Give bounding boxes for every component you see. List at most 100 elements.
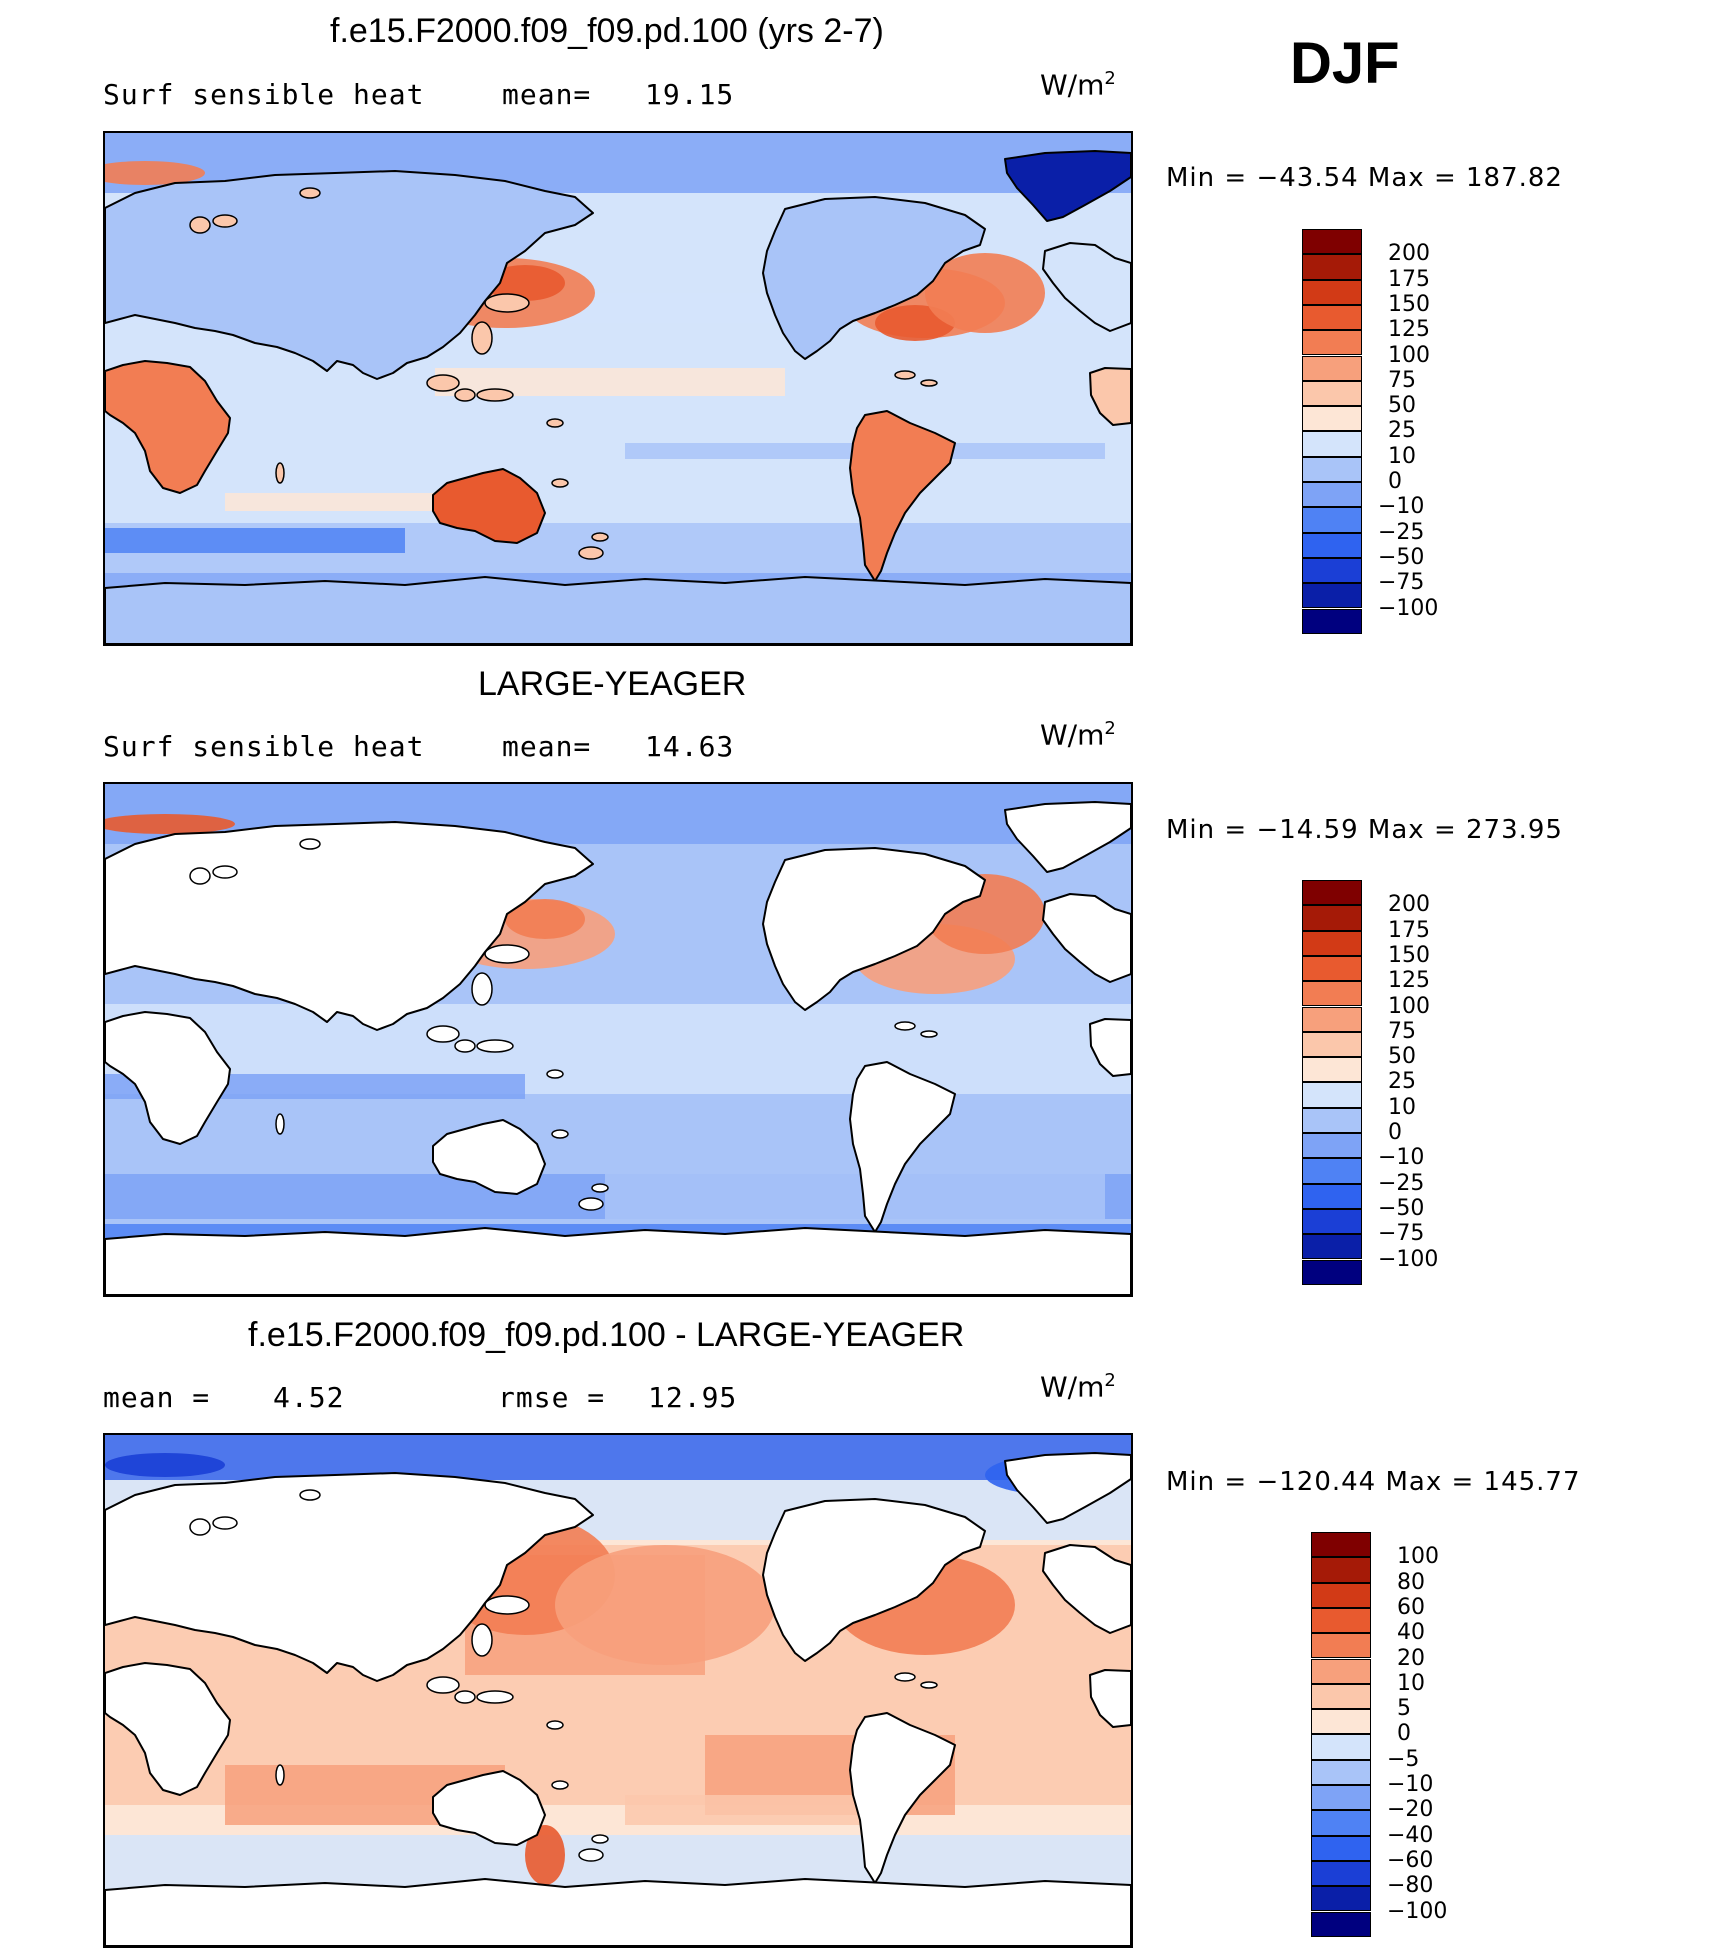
coastline-africa_w <box>1089 1669 1131 1728</box>
colorbar-segment <box>1302 304 1362 331</box>
colorbar-segment <box>1302 229 1362 255</box>
coastline-island <box>471 1623 493 1657</box>
contour-feature <box>925 253 1045 333</box>
panel2-map <box>103 782 1133 1297</box>
panel2-title: LARGE-YEAGER <box>478 665 747 703</box>
coastline-island <box>551 1780 569 1790</box>
panel2-colorbar: 200 175 150 125 100 75 50 25 10 0 −10 −25 −50 −75 −100 <box>1302 880 1438 1285</box>
panel1-variable-label: Surf sensible heat <box>103 78 425 111</box>
colorbar-segment <box>1311 1658 1371 1684</box>
coastline-island <box>894 1672 916 1682</box>
contour-feature <box>105 1453 225 1477</box>
coastline-samerica <box>849 1712 956 1884</box>
colorbar-segment <box>1311 1810 1371 1836</box>
colorbar-tick-label: 200 <box>1388 892 1430 918</box>
colorbar-tick-label: 125 <box>1388 317 1430 343</box>
panel1-mean-value: 19.15 <box>645 78 735 111</box>
colorbar-tick-label: −40 <box>1387 1822 1434 1848</box>
coastline-island <box>551 478 569 488</box>
coastline-namerica <box>762 847 986 1011</box>
colorbar-segment <box>1302 1234 1362 1260</box>
colorbar-tick-label: −75 <box>1378 1221 1425 1247</box>
panel3-title: f.e15.F2000.f09_f09.pd.100 - LARGE-YEAGE… <box>248 1316 965 1354</box>
coastline-europe_w <box>1042 242 1131 332</box>
contour-feature <box>485 265 565 301</box>
colorbar-segment <box>1311 1582 1371 1608</box>
colorbar-segment <box>1302 1133 1362 1159</box>
colorbar-segment <box>1311 1607 1371 1634</box>
colorbar-segment <box>1311 1860 1371 1887</box>
colorbar-tick-label: −50 <box>1378 1195 1425 1221</box>
colorbar-segment <box>1302 1259 1362 1285</box>
colorbar-tick-label: 100 <box>1397 1544 1439 1570</box>
colorbar-tick-label: 50 <box>1388 393 1416 419</box>
coastline-island <box>920 1681 938 1689</box>
coastline-island <box>212 1516 238 1530</box>
colorbar-tick-label: 80 <box>1397 1569 1425 1595</box>
colorbar-segment <box>1311 1911 1371 1937</box>
coastline-namerica <box>762 1498 986 1662</box>
colorbar-tick-label: 175 <box>1388 917 1430 943</box>
coastline-europe_w <box>1042 893 1131 983</box>
panel3-rmse-label: rmse = <box>498 1381 606 1414</box>
colorbar-tick-label: 175 <box>1388 266 1430 292</box>
panel1-mean-label: mean= <box>502 78 592 111</box>
coastline-europe_w <box>1042 1544 1131 1634</box>
panel3-units: W/m2 <box>1040 1370 1116 1404</box>
coastline-island <box>546 1720 564 1730</box>
colorbar-tick-label: 0 <box>1388 1120 1402 1145</box>
colorbar-tick-label: 5 <box>1397 1696 1411 1722</box>
panel1-map <box>103 131 1133 646</box>
colorbar-segment <box>1311 1709 1371 1735</box>
coastline-island <box>578 1197 604 1211</box>
panel2-variable-label: Surf sensible heat <box>103 730 425 763</box>
coastline-island <box>476 388 514 402</box>
colorbar-segment <box>1311 1633 1371 1659</box>
colorbar-segment <box>1302 1082 1362 1108</box>
colorbar-segment <box>1311 1759 1371 1785</box>
contour-band <box>225 493 455 511</box>
colorbar-segment <box>1302 380 1362 407</box>
colorbar-segment <box>1302 406 1362 432</box>
colorbar-segment <box>1311 1683 1371 1710</box>
coastline-island <box>591 532 609 542</box>
colorbar-segment <box>1302 532 1362 558</box>
colorbar-tick-label: −100 <box>1387 1898 1448 1924</box>
colorbar-segment <box>1311 1886 1371 1912</box>
coastline-australia <box>432 1770 546 1846</box>
colorbar-tick-label: 100 <box>1388 342 1430 368</box>
colorbar-segment <box>1302 608 1362 634</box>
coastline-island <box>546 1069 564 1079</box>
coastline-island <box>299 187 321 199</box>
colorbar-segment <box>1302 507 1362 533</box>
colorbar-segment <box>1311 1835 1371 1861</box>
colorbar-segment <box>1302 557 1362 584</box>
colorbar-segment <box>1302 254 1362 280</box>
coastline-island <box>551 1129 569 1139</box>
panel3-mean-value: 4.52 <box>273 1381 345 1414</box>
coastline-island <box>454 1039 476 1053</box>
coastline-island <box>476 1039 514 1053</box>
colorbar-segment <box>1302 1006 1362 1032</box>
coastline-island <box>189 1518 211 1536</box>
coastline-namerica <box>762 196 986 360</box>
coastline-island <box>426 1676 460 1694</box>
colorbar-tick-label: 75 <box>1388 1018 1416 1044</box>
panel1-colorbar: 200 175 150 125 100 75 50 25 10 0 −10 −25 −50 −75 −100 <box>1302 229 1438 634</box>
coastline-island <box>275 462 285 484</box>
panel1-units: W/m2 <box>1040 68 1116 102</box>
coastline-island <box>546 418 564 428</box>
coastline-africa <box>105 1011 231 1145</box>
coastline-africa_w <box>1089 367 1131 426</box>
colorbar-segment <box>1302 583 1362 609</box>
colorbar-tick-label: 25 <box>1388 1069 1416 1095</box>
coastline-australia <box>432 468 546 544</box>
colorbar-segment <box>1302 955 1362 982</box>
colorbar-segment <box>1302 930 1362 956</box>
coastline-island <box>212 865 238 879</box>
coastline-antarctica <box>105 1878 1131 1946</box>
coastline-island <box>299 1489 321 1501</box>
colorbar-segment <box>1302 1057 1362 1083</box>
contour-band <box>105 1435 1131 1480</box>
colorbar-tick-label: 20 <box>1397 1645 1425 1671</box>
